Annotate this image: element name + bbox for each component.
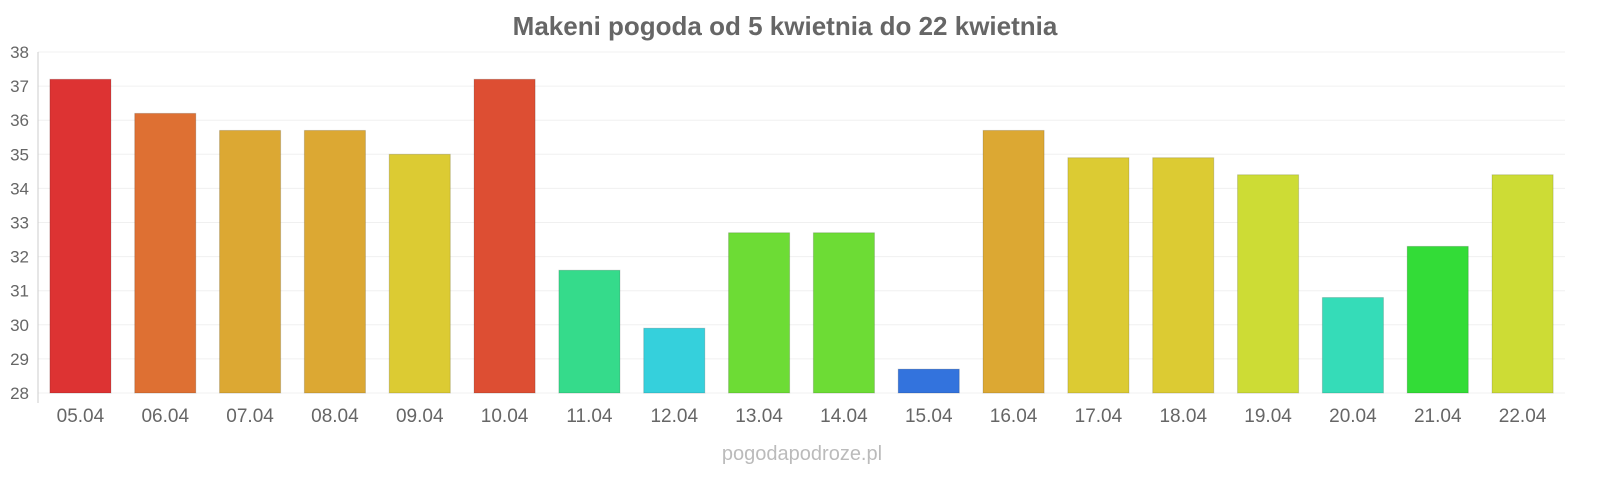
- credit-text: pogodapodroze.pl: [722, 443, 882, 465]
- grid: [38, 51, 1565, 394]
- bar-22.04: [1491, 174, 1554, 394]
- bar-13.04: [728, 232, 791, 394]
- bar-20.04: [1321, 297, 1384, 394]
- x-tick-label: 16.04: [990, 406, 1038, 427]
- bar-14.04: [812, 232, 875, 394]
- bar-06.04: [134, 112, 197, 394]
- x-tick-label: 15.04: [905, 406, 953, 427]
- bar-19.04: [1237, 174, 1300, 394]
- y-tick-label: 32: [10, 248, 29, 267]
- bar-08.04: [303, 129, 366, 394]
- bar-05.04: [49, 78, 112, 394]
- x-tick-label: 17.04: [1075, 406, 1123, 427]
- y-tick-label: 33: [10, 214, 29, 233]
- bar-12.04: [643, 327, 706, 394]
- x-tick-label: 22.04: [1499, 406, 1547, 427]
- x-tick-label: 10.04: [481, 406, 529, 427]
- x-tick-label: 07.04: [226, 406, 274, 427]
- y-tick-label: 29: [10, 350, 29, 369]
- x-tick-label: 14.04: [820, 406, 868, 427]
- x-tick-label: 20.04: [1329, 406, 1377, 427]
- bar-18.04: [1152, 157, 1215, 394]
- x-tick-label: 11.04: [566, 406, 613, 427]
- bar-11.04: [558, 269, 621, 394]
- bar-15.04: [897, 368, 960, 394]
- y-tick-label: 30: [10, 316, 29, 335]
- x-tick-label: 08.04: [311, 406, 359, 427]
- x-tick-label: 12.04: [650, 406, 698, 427]
- x-tick-label: 21.04: [1414, 406, 1462, 427]
- bar-09.04: [388, 153, 451, 394]
- chart-title: Makeni pogoda od 5 kwietnia do 22 kwietn…: [513, 11, 1058, 41]
- x-tick-label: 05.04: [57, 406, 105, 427]
- y-tick-label: 37: [10, 77, 29, 96]
- y-tick-label: 36: [10, 111, 29, 130]
- y-tick-label: 35: [10, 145, 29, 164]
- y-tick-label: 38: [10, 43, 29, 62]
- bar-07.04: [219, 129, 282, 394]
- y-tick-label: 28: [10, 384, 29, 403]
- bar-21.04: [1406, 245, 1469, 394]
- x-tick-label: 06.04: [141, 406, 189, 427]
- x-tick-label: 19.04: [1244, 406, 1292, 427]
- x-axis: 05.04 06.04 07.04 08.04 09.04 10.04 11.04 12.04…: [57, 406, 1547, 427]
- y-tick-label: 34: [10, 179, 29, 198]
- bar-10.04: [473, 78, 536, 394]
- bar-17.04: [1067, 157, 1130, 394]
- x-tick-label: 09.04: [396, 406, 444, 427]
- x-tick-label: 13.04: [735, 406, 783, 427]
- bars: [49, 78, 1554, 394]
- x-tick-label: 18.04: [1159, 406, 1207, 427]
- bar-16.04: [982, 129, 1045, 394]
- y-axis: 28 29 30 31 32 33 34 35 36 37 38: [10, 43, 29, 403]
- y-tick-label: 31: [10, 282, 29, 301]
